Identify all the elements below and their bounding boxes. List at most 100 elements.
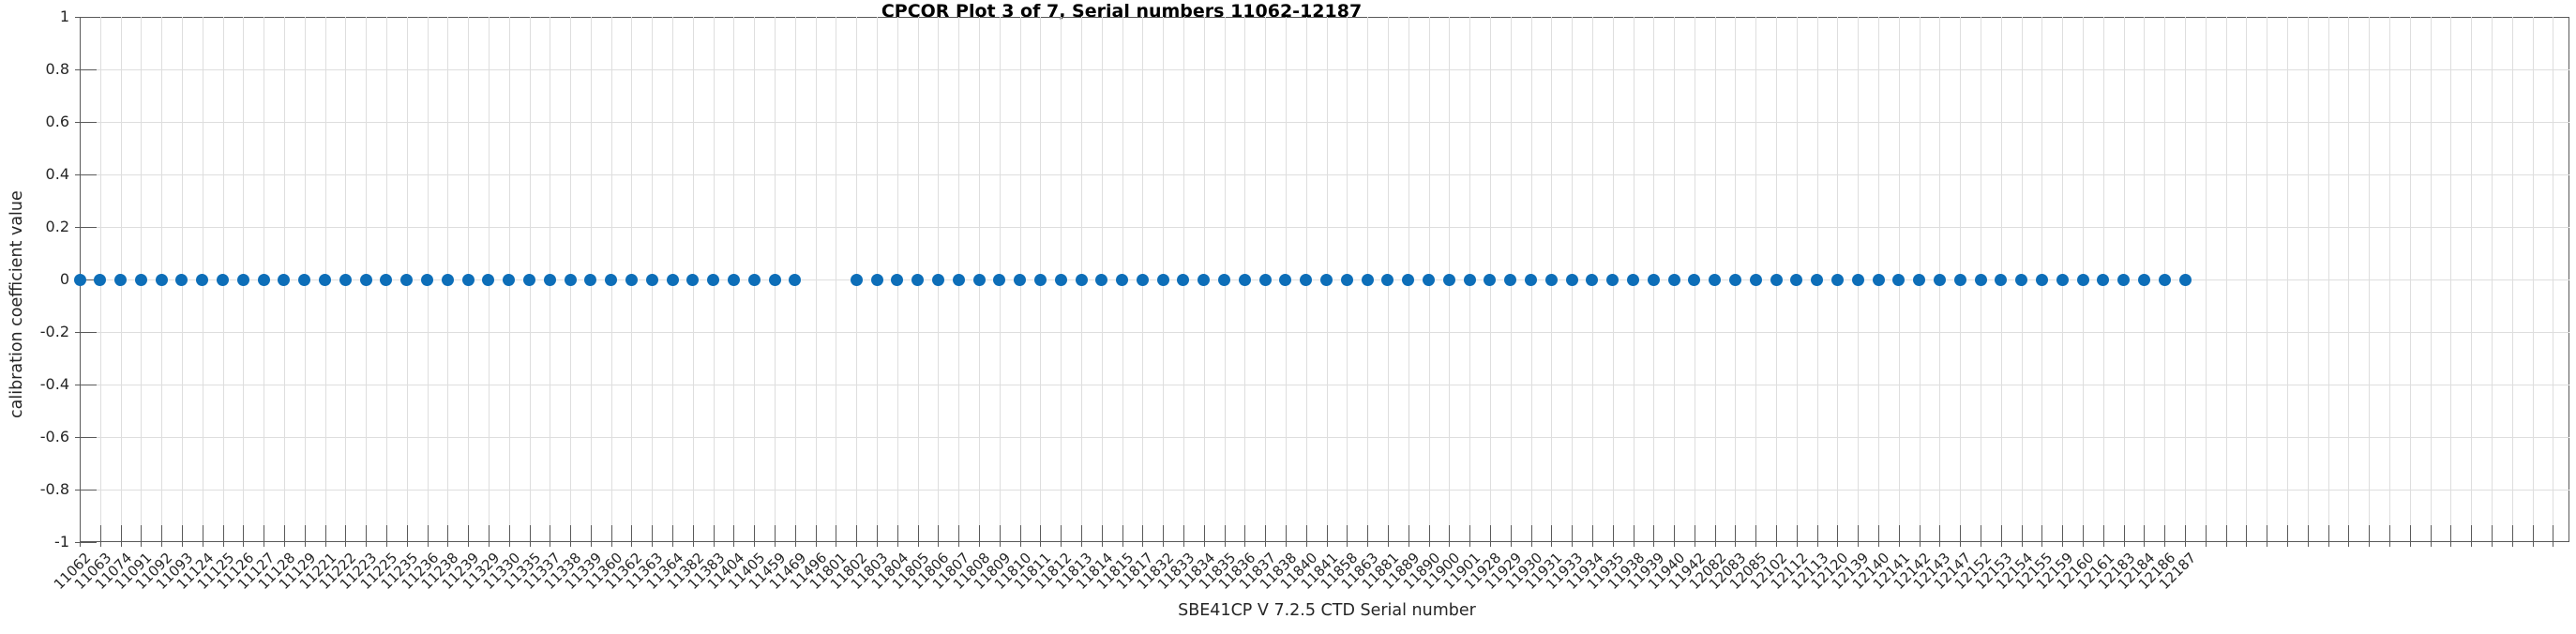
x-tick-mark <box>938 542 940 547</box>
y-tick-mark <box>75 69 80 70</box>
data-point <box>1054 273 1067 286</box>
data-point <box>441 273 454 286</box>
x-tick-mark <box>2021 542 2023 547</box>
x-tick-mark <box>283 525 285 542</box>
x-tick-mark <box>1081 525 1082 542</box>
x-tick-mark <box>754 525 756 542</box>
x-tick-mark <box>733 525 735 542</box>
x-tick-mark <box>1878 525 1880 542</box>
x-tick-mark <box>2327 542 2329 547</box>
x-tick-mark <box>508 542 510 547</box>
y-tick-mark <box>75 227 80 228</box>
x-tick-mark <box>2409 525 2411 542</box>
x-tick-mark <box>2369 542 2371 547</box>
x-tick-mark <box>1551 525 1553 542</box>
y-gridline <box>80 122 2569 123</box>
data-point <box>1790 273 1803 286</box>
x-tick-mark <box>2041 542 2043 547</box>
data-point <box>1709 273 1722 286</box>
y-tick-mark <box>80 279 97 280</box>
x-tick-mark <box>1183 542 1184 547</box>
y-tick-mark <box>80 490 97 491</box>
x-tick-mark <box>958 542 960 547</box>
x-tick-mark <box>406 525 408 542</box>
x-tick-mark <box>1612 525 1614 542</box>
x-tick-mark <box>2205 525 2207 542</box>
x-tick-mark <box>896 542 898 547</box>
x-tick-mark <box>2083 525 2085 542</box>
x-tick-mark <box>2511 525 2513 542</box>
data-point <box>1647 273 1660 286</box>
x-tick-mark <box>427 542 429 547</box>
x-tick-mark <box>2471 525 2473 542</box>
x-tick-mark <box>222 525 224 542</box>
x-tick-mark <box>529 542 531 547</box>
x-gridline <box>2246 17 2248 542</box>
x-tick-mark <box>2205 542 2207 547</box>
x-tick-mark <box>1776 525 1778 542</box>
x-tick-mark <box>243 525 245 542</box>
x-tick-mark <box>1714 525 1716 542</box>
x-tick-mark <box>775 525 776 542</box>
chart-title: CPCOR Plot 3 of 7, Serial numbers 11062-… <box>881 1 1363 22</box>
x-tick-mark <box>2369 525 2371 542</box>
x-tick-mark <box>1224 525 1226 542</box>
data-point <box>1811 273 1824 286</box>
data-point <box>2056 273 2069 286</box>
x-tick-mark <box>488 542 490 547</box>
x-tick-mark <box>508 525 510 542</box>
x-tick-mark <box>1489 542 1491 547</box>
x-tick-mark <box>1735 525 1737 542</box>
x-tick-mark <box>1203 525 1205 542</box>
y-tick-label: -0.4 <box>39 375 69 393</box>
x-gridline <box>2471 17 2473 542</box>
x-tick-mark <box>2123 525 2125 542</box>
x-tick-mark <box>1858 542 1860 547</box>
x-tick-mark <box>2511 542 2513 547</box>
x-tick-mark <box>99 542 101 547</box>
data-point <box>359 273 372 286</box>
x-tick-mark <box>161 542 163 547</box>
x-tick-mark <box>856 542 858 547</box>
data-point <box>789 273 802 286</box>
y-gridline <box>80 227 2569 228</box>
x-tick-mark <box>120 525 122 542</box>
data-point <box>1095 273 1108 286</box>
x-tick-mark <box>1367 525 1369 542</box>
x-gridline <box>2491 17 2493 542</box>
x-tick-mark <box>877 542 879 547</box>
x-tick-mark <box>590 525 592 542</box>
x-tick-mark <box>775 542 776 547</box>
y-tick-label: 0.6 <box>45 113 69 130</box>
y-tick-mark <box>80 122 97 123</box>
x-tick-mark <box>2144 542 2146 547</box>
data-point <box>1586 273 1599 286</box>
data-point <box>543 273 556 286</box>
x-tick-mark <box>692 542 694 547</box>
data-point <box>1627 273 1639 286</box>
data-point <box>339 273 352 286</box>
x-tick-mark <box>2430 542 2432 547</box>
x-tick-mark <box>610 542 612 547</box>
x-tick-mark <box>181 542 183 547</box>
x-tick-mark <box>468 542 470 547</box>
x-tick-mark <box>1489 525 1491 542</box>
x-tick-mark <box>2491 525 2493 542</box>
x-tick-mark <box>1428 525 1430 542</box>
data-point <box>1423 273 1436 286</box>
x-tick-mark <box>1387 542 1389 547</box>
x-tick-mark <box>1387 525 1389 542</box>
x-tick-mark <box>366 542 368 547</box>
x-tick-mark <box>1653 525 1655 542</box>
data-point <box>1995 273 2008 286</box>
data-point <box>1933 273 1946 286</box>
data-point <box>94 273 107 286</box>
data-point <box>1892 273 1906 286</box>
x-tick-mark <box>385 542 387 547</box>
data-point <box>1279 273 1292 286</box>
x-tick-mark <box>1510 542 1512 547</box>
data-point <box>1320 273 1333 286</box>
data-point <box>1484 273 1497 286</box>
x-tick-mark <box>1449 542 1451 547</box>
y-tick-mark <box>75 17 80 18</box>
